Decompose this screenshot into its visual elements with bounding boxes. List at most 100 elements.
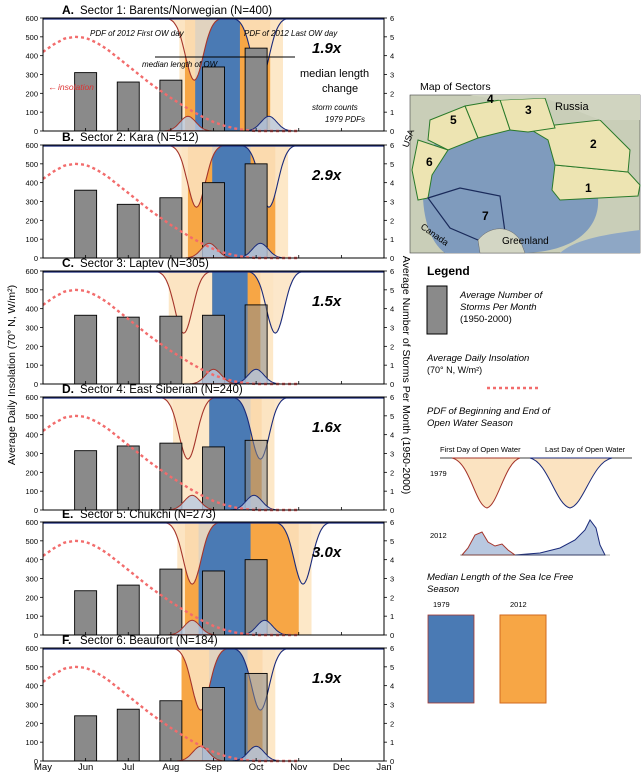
left-tick-label: 600 — [25, 14, 38, 23]
right-tick-label: 6 — [390, 14, 394, 23]
left-tick-label: 500 — [25, 663, 38, 672]
panel-title: Sector 3: Laptev (N=305) — [80, 258, 209, 270]
left-tick-label: 0 — [34, 506, 38, 515]
left-tick-label: 400 — [25, 305, 38, 314]
left-tick-label: 100 — [25, 361, 38, 370]
panel-a-annotations: PDF of 2012 First OW day PDF of 2012 Last… — [48, 29, 369, 124]
map-label-russia: Russia — [555, 101, 590, 113]
legend-pdf-2012-first — [460, 531, 517, 556]
right-tick-label: 4 — [390, 682, 394, 691]
right-tick-label: 3 — [390, 71, 394, 80]
left-tick-label: 0 — [34, 757, 38, 766]
pdf-1979-last — [248, 271, 302, 334]
annotation-storm-counts: storm counts — [312, 103, 358, 112]
pdf-2012-first — [168, 494, 216, 511]
map-label-sector-5: 5 — [450, 113, 457, 127]
left-tick-label: 300 — [25, 575, 38, 584]
x-tick-label: May — [34, 762, 52, 773]
storm-bar-oct — [244, 163, 268, 259]
right-tick-label: 6 — [390, 393, 394, 402]
pdf-2012-first — [168, 619, 216, 636]
right-tick-label: 5 — [390, 286, 394, 295]
right-tick-label: 5 — [390, 663, 394, 672]
map-title: Map of Sectors — [420, 81, 491, 93]
panel-4: 0 100 200 300 400 500 600 0 1 2 3 4 5 6 D. Sector 4: Ea… — [25, 382, 394, 515]
legend-storms-line2: Storms Per Month — [460, 302, 537, 313]
panel-1: 0 100 200 300 400 500 600 0 1 2 3 4 5 6 A. Sector 1: Ba… — [25, 3, 394, 136]
panel-5: 0 100 200 300 400 500 600 0 1 2 3 4 5 6 E. Sector 5: Ch… — [25, 507, 394, 640]
left-tick-label: 100 — [25, 612, 38, 621]
panel-letter: F. — [62, 633, 71, 647]
map-label-sector-6: 6 — [426, 155, 433, 169]
right-tick-label: 3 — [390, 575, 394, 584]
x-tick-label: Dec — [333, 762, 350, 773]
right-tick-label: 4 — [390, 52, 394, 61]
storm-bar-jun — [74, 450, 98, 511]
right-tick-label: 5 — [390, 33, 394, 42]
right-tick-label: 4 — [390, 305, 394, 314]
left-tick-label: 400 — [25, 556, 38, 565]
x-tick-label: Jul — [122, 762, 134, 773]
legend-pdf-1979-first — [451, 457, 521, 509]
x-tick-label: Sep — [205, 762, 222, 773]
right-tick-label: 2 — [390, 468, 394, 477]
left-tick-label: 400 — [25, 52, 38, 61]
pdf-1979-last — [242, 145, 296, 208]
length-change-ratio: 1.6x — [312, 419, 342, 436]
x-tick-label: Aug — [162, 762, 179, 773]
length-change-ratio: 3.0x — [312, 544, 342, 561]
legend-median-2012-swatch — [499, 614, 547, 704]
annotation-median-change-1: median length — [300, 68, 369, 80]
right-tick-label: 6 — [390, 644, 394, 653]
panel-letter: A. — [62, 3, 74, 17]
storm-bar-jun — [74, 590, 98, 636]
right-tick-label: 4 — [390, 179, 394, 188]
left-tick-label: 400 — [25, 179, 38, 188]
insolation-curve — [42, 288, 299, 386]
left-tick-label: 200 — [25, 342, 38, 351]
panel-title: Sector 4: East Siberian (N=240) — [80, 384, 243, 396]
left-tick-label: 100 — [25, 738, 38, 747]
left-tick-label: 600 — [25, 141, 38, 150]
panel-title: Sector 1: Barents/Norwegian (N=400) — [80, 5, 272, 17]
pdf-2012-first — [164, 115, 212, 132]
legend-insol-line1: Average Daily Insolation — [426, 353, 529, 364]
legend-first-day: First Day of Open Water — [440, 445, 521, 454]
insolation-curve — [42, 35, 299, 133]
panel-letter: C. — [62, 256, 74, 270]
storm-bar-jul — [116, 708, 140, 762]
legend-median-1979-swatch — [427, 614, 475, 704]
pdf-1979-first — [174, 648, 228, 711]
insolation-curve — [42, 414, 299, 512]
storm-bar-jul — [116, 445, 140, 511]
map-label-sector-7: 7 — [482, 209, 489, 223]
y-axis-right-label: Average Number of Storms Per Month (1950… — [400, 256, 412, 495]
left-tick-label: 100 — [25, 108, 38, 117]
map-label-sector-3: 3 — [525, 103, 532, 117]
map-label-sector-2: 2 — [590, 137, 597, 151]
right-tick-label: 0 — [390, 127, 394, 136]
right-tick-label: 6 — [390, 518, 394, 527]
left-tick-label: 100 — [25, 487, 38, 496]
storm-bar-jun — [74, 314, 98, 385]
storm-bar-aug — [159, 700, 183, 762]
insolation-arrow-icon: ← — [48, 82, 57, 92]
x-tick-label: Jun — [78, 762, 93, 773]
pdf-1979-first — [170, 145, 223, 208]
sector-map: Map of Sectors Russia USA Canada Greenla… — [400, 81, 641, 254]
left-tick-label: 0 — [34, 127, 38, 136]
left-tick-label: 500 — [25, 286, 38, 295]
right-tick-label: 0 — [390, 506, 394, 515]
storm-bar-jul — [116, 316, 140, 385]
left-tick-label: 300 — [25, 198, 38, 207]
panel-title: Sector 2: Kara (N=512) — [80, 132, 199, 144]
panel-letter: D. — [62, 382, 74, 396]
annotation-pdf-last: PDF of 2012 Last OW day — [244, 29, 338, 38]
length-change-ratio: 1.9x — [312, 670, 342, 687]
legend-year-2012: 2012 — [430, 531, 447, 540]
right-tick-label: 2 — [390, 593, 394, 602]
left-tick-label: 0 — [34, 254, 38, 263]
panel-letter: E. — [62, 507, 73, 521]
left-tick-label: 300 — [25, 701, 38, 710]
